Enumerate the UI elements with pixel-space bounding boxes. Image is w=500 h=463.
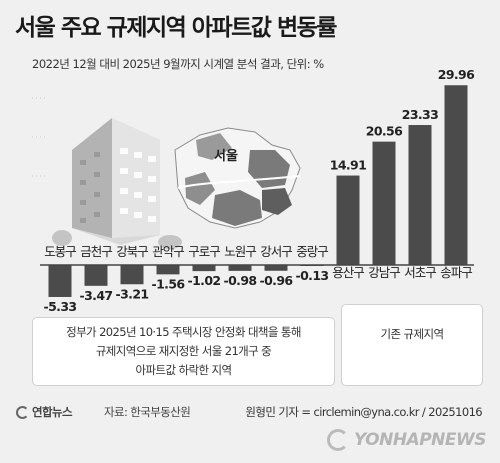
- note-existing-text: 기존 규제지역: [380, 327, 445, 341]
- bar-강남구: [372, 141, 396, 265]
- value-label: -0.98: [223, 273, 256, 288]
- map-label: 서울: [214, 148, 238, 164]
- value-label: -3.21: [115, 286, 148, 301]
- watermark-text: YONHAPNEWS: [353, 430, 487, 450]
- chart-title: 서울 주요 규제지역 아파트값 변동률: [15, 15, 337, 41]
- note-box-existing: 기존 규제지역: [341, 304, 483, 386]
- bars: [48, 85, 468, 297]
- bar-관악구: [156, 265, 180, 275]
- bar-노원구: [228, 265, 252, 271]
- bar-도봉구: [48, 265, 72, 297]
- value-label: 20.56: [366, 124, 403, 139]
- bar-강서구: [264, 265, 288, 271]
- category-label: 중랑구: [296, 244, 328, 259]
- category-label: 강북구: [116, 244, 148, 259]
- yonhap-logo: 연합뉴스: [16, 404, 73, 420]
- watermark: YONHAPNEWS: [326, 429, 487, 451]
- category-label: 관악구: [152, 244, 184, 259]
- category-label: 강서구: [260, 244, 292, 259]
- chart-subtitle: 2022년 12월 대비 2025년 9월까지 시계열 분석 결과, 단위: %: [32, 57, 324, 71]
- value-label: 14.91: [330, 158, 367, 173]
- bar-구로구: [192, 265, 216, 272]
- value-label: -1.02: [187, 273, 220, 288]
- bar-용산구: [336, 175, 360, 265]
- guide-lines: [32, 97, 45, 177]
- value-labels: -5.33-3.47 -3.21-1.56 -1.02 -0.98 -0.96 -0.13…: [43, 67, 475, 314]
- bar-금천구: [84, 265, 108, 286]
- seoul-map-icon: 서울: [174, 127, 301, 229]
- bar-강북구: [120, 265, 144, 285]
- category-label: 송파구: [440, 265, 472, 280]
- credit-text: 원형민 기자 = circlemin@yna.co.kr / 20251016: [245, 405, 482, 419]
- watermark-logo-icon: [326, 429, 349, 451]
- category-label: 도봉구: [44, 244, 76, 259]
- category-label: 용산구: [332, 265, 364, 280]
- value-label: -0.96: [259, 273, 293, 288]
- note-box-declining: 정부가 2025년 10·15 주택시장 안정화 대책을 통해 규제지역으로 재…: [32, 317, 335, 386]
- note-declining-text: 정부가 2025년 10·15 주택시장 안정화 대책을 통해 규제지역으로 재…: [66, 325, 301, 377]
- category-label: 구로구: [188, 244, 220, 259]
- value-label: -1.56: [151, 276, 185, 291]
- value-label: -5.33: [43, 299, 76, 314]
- category-label: 금천구: [80, 244, 112, 259]
- bar-서초구: [408, 125, 432, 266]
- category-label: 서초구: [404, 265, 436, 280]
- category-label: 노원구: [224, 244, 256, 259]
- yonhap-logo-icon: [16, 405, 29, 419]
- apartment-building-icon: [52, 118, 182, 249]
- value-label: 29.96: [438, 67, 475, 82]
- value-label: -3.47: [79, 288, 112, 303]
- source-text: 자료: 한국부동산원: [104, 405, 191, 419]
- value-label: -0.13: [295, 268, 328, 283]
- bar-송파구: [444, 85, 468, 266]
- value-label: 23.33: [402, 107, 439, 122]
- category-label: 강남구: [368, 265, 400, 280]
- yonhap-logo-text: 연합뉴스: [32, 405, 73, 419]
